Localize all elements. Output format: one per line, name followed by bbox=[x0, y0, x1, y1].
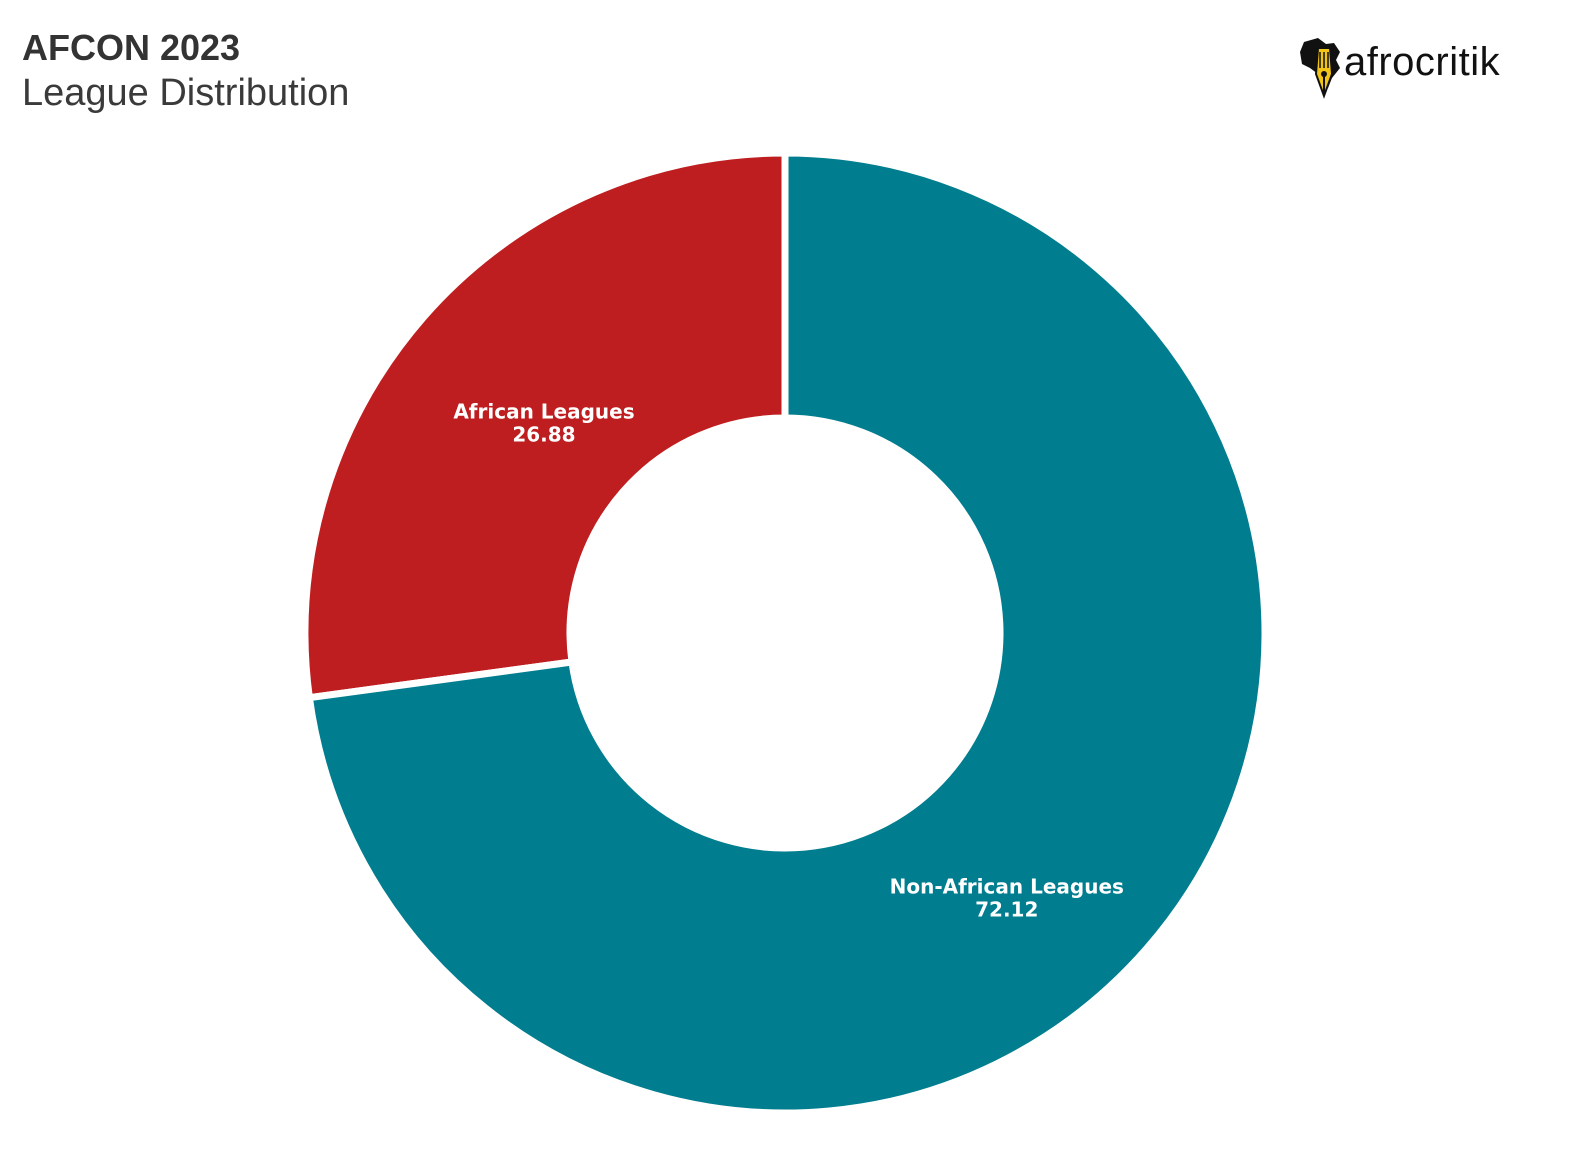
slice-label-non-african-leagues: Non-African Leagues bbox=[890, 874, 1124, 898]
slice-non-african-leagues bbox=[305, 149, 1269, 1117]
afrocritik-logo: afrocritik bbox=[1296, 34, 1536, 106]
chart-header: AFCON 2023 League Distribution bbox=[22, 26, 349, 116]
chart-subtitle: League Distribution bbox=[22, 72, 350, 114]
slice-value-non-african-leagues: 72.12 bbox=[975, 897, 1038, 921]
chart-title: AFCON 2023 bbox=[22, 27, 241, 68]
slice-label-african-leagues: African Leagues bbox=[453, 400, 634, 424]
slice-value-african-leagues: 26.88 bbox=[512, 423, 575, 447]
slice-african-leagues bbox=[301, 149, 789, 702]
africa-pen-icon bbox=[1300, 38, 1340, 99]
logo-text: afrocritik bbox=[1344, 40, 1501, 84]
